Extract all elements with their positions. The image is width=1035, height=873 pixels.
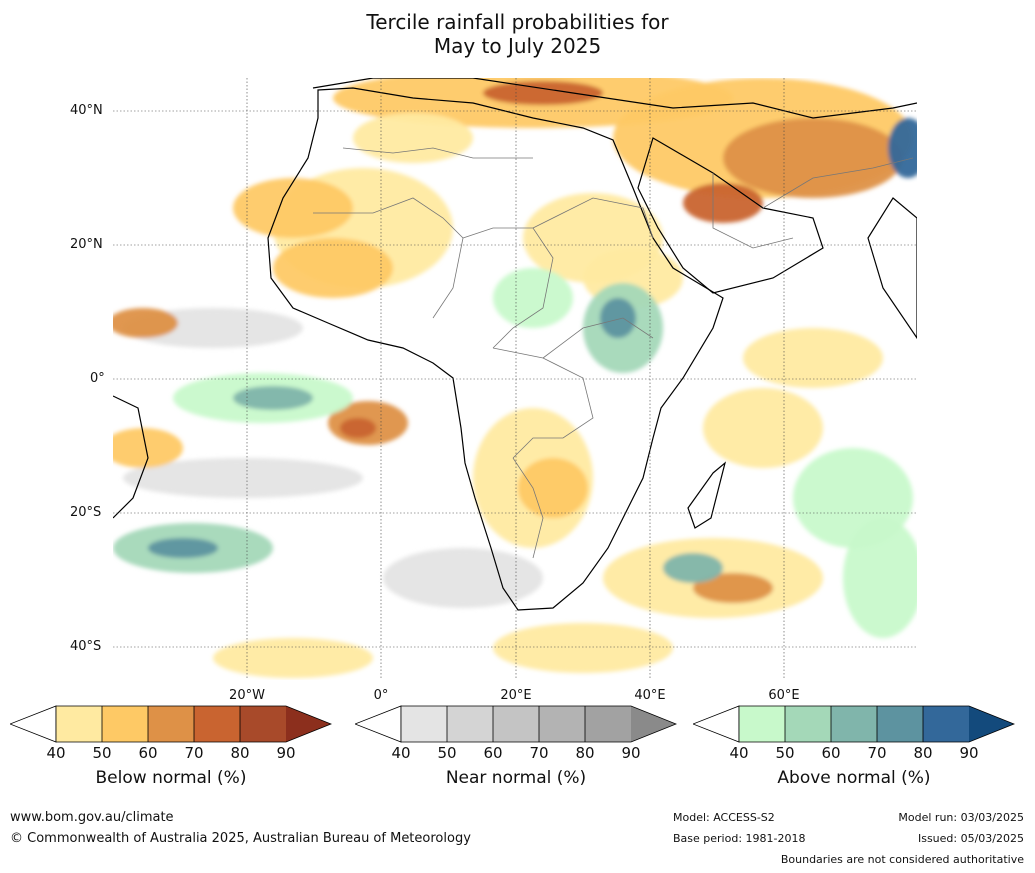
map-title: Tercile rainfall probabilities for May t… (0, 10, 1035, 58)
footer-base-period: Base period: 1981-2018 (673, 832, 806, 845)
colorbar-near-swatch-2 (447, 706, 493, 742)
colorbar-below-tick: 80 (230, 744, 250, 762)
colorbar-below-title: Below normal (%) (95, 768, 247, 788)
lon-label-20e: 20°E (500, 688, 532, 703)
probability-patch (663, 553, 723, 583)
probability-patch (383, 548, 543, 608)
footer-website: www.bom.gov.au/climate (10, 810, 174, 825)
colorbar-above-tick: 80 (913, 744, 933, 762)
probability-patch (518, 458, 588, 518)
colorbar-near-tick: 80 (575, 744, 595, 762)
colorbar-near-tick: 50 (437, 744, 457, 762)
africa-coastline (267, 87, 724, 611)
probability-patch (213, 638, 373, 678)
probability-patch (123, 458, 363, 498)
colorbar-near-swatch-3 (493, 706, 539, 742)
probability-patch (743, 328, 883, 388)
lon-label-0: 0° (373, 688, 389, 703)
graticule (113, 78, 917, 680)
colorbar-near-swatch-4 (539, 706, 585, 742)
arabia-coastline (637, 137, 824, 294)
probability-patch (148, 538, 218, 558)
europe-coastline (312, 78, 917, 119)
lon-label-20w: 20°W (229, 688, 265, 703)
colorbar-above-title: Above normal (%) (777, 768, 931, 788)
probability-shading (113, 78, 917, 678)
colorbar-above-swatch-3 (831, 706, 877, 742)
colorbar-above-swatch-4 (877, 706, 923, 742)
colorbar-near-tick: 70 (529, 744, 549, 762)
colorbar-below-swatch-6 (286, 706, 331, 742)
probability-patch (600, 298, 636, 338)
colorbar-near-tick: 90 (621, 744, 641, 762)
india-coastline (867, 197, 917, 340)
colorbar-above-swatch-5 (923, 706, 969, 742)
map-title-line2: May to July 2025 (433, 34, 602, 58)
coastlines (113, 78, 917, 611)
lon-label-40e: 40°E (634, 688, 666, 703)
colorbar-below-swatch-4 (194, 706, 240, 742)
probability-patch (693, 573, 773, 603)
map-title-line1: Tercile rainfall probabilities for (366, 10, 669, 34)
colorbar-above-tick: 90 (959, 744, 979, 762)
colorbar-near (355, 705, 677, 743)
colorbar-below-tick: 40 (46, 744, 66, 762)
colorbar-above (693, 705, 1015, 743)
forecast-map (113, 78, 917, 680)
colorbar-near-title: Near normal (%) (445, 768, 587, 788)
lat-label-40s: 40°S (70, 639, 102, 654)
colorbar-near-swatch-1 (401, 706, 447, 742)
south-america-coastline (113, 395, 149, 519)
colorbar-near-tick: 60 (483, 744, 503, 762)
colorbar-below-swatch-3 (148, 706, 194, 742)
colorbar-above-tick: 70 (867, 744, 887, 762)
probability-patch (703, 388, 823, 468)
colorbar-below-swatch-1 (56, 706, 102, 742)
probability-patch (843, 518, 917, 638)
lat-label-0: 0° (90, 371, 105, 386)
footer-copyright: © Commonwealth of Australia 2025, Austra… (10, 831, 471, 846)
forecast-map-svg (113, 78, 917, 680)
colorbar-below (10, 705, 332, 743)
colorbar-above-tick: 50 (775, 744, 795, 762)
colorbar-above-swatch-6 (969, 706, 1014, 742)
probability-patch (683, 183, 763, 223)
probability-patch (340, 418, 376, 438)
footer-model: Model: ACCESS-S2 (673, 811, 775, 824)
madagascar-coastline (687, 461, 727, 529)
probability-patch (888, 118, 917, 178)
probability-patch (353, 113, 473, 163)
probability-patch (233, 178, 353, 238)
colorbar-near-swatch-6 (631, 706, 676, 742)
probability-patch (493, 268, 573, 328)
footer-disclaimer: Boundaries are not considered authoritat… (780, 853, 1024, 866)
probability-patch (113, 308, 178, 338)
colorbar-above-swatch-1 (739, 706, 785, 742)
colorbar-below-tick: 70 (184, 744, 204, 762)
lon-label-60e: 60°E (768, 688, 800, 703)
colorbar-above-tick: 60 (821, 744, 841, 762)
colorbar-near-swatch-5 (585, 706, 631, 742)
colorbar-below-tick: 60 (138, 744, 158, 762)
lat-label-20s: 20°S (70, 505, 102, 520)
country-borders (313, 147, 914, 559)
colorbar-near-tick: 40 (391, 744, 411, 762)
probability-patch (723, 118, 903, 198)
probability-patch (113, 428, 183, 468)
lat-label-20n: 20°N (70, 237, 103, 252)
probability-patch (273, 238, 393, 298)
footer-model-run: Model run: 03/03/2025 (898, 811, 1024, 824)
colorbar-above-swatch-2 (785, 706, 831, 742)
colorbar-below-swatch-2 (102, 706, 148, 742)
footer-issued: Issued: 05/03/2025 (917, 832, 1024, 845)
probability-patch (233, 386, 313, 410)
lat-label-40n: 40°N (70, 103, 103, 118)
probability-patch (493, 623, 673, 673)
colorbar-below-tick: 90 (276, 744, 296, 762)
colorbar-below-swatch-5 (240, 706, 286, 742)
colorbar-below-tick: 50 (92, 744, 112, 762)
colorbar-above-tick: 40 (729, 744, 749, 762)
probability-patch (483, 81, 603, 105)
